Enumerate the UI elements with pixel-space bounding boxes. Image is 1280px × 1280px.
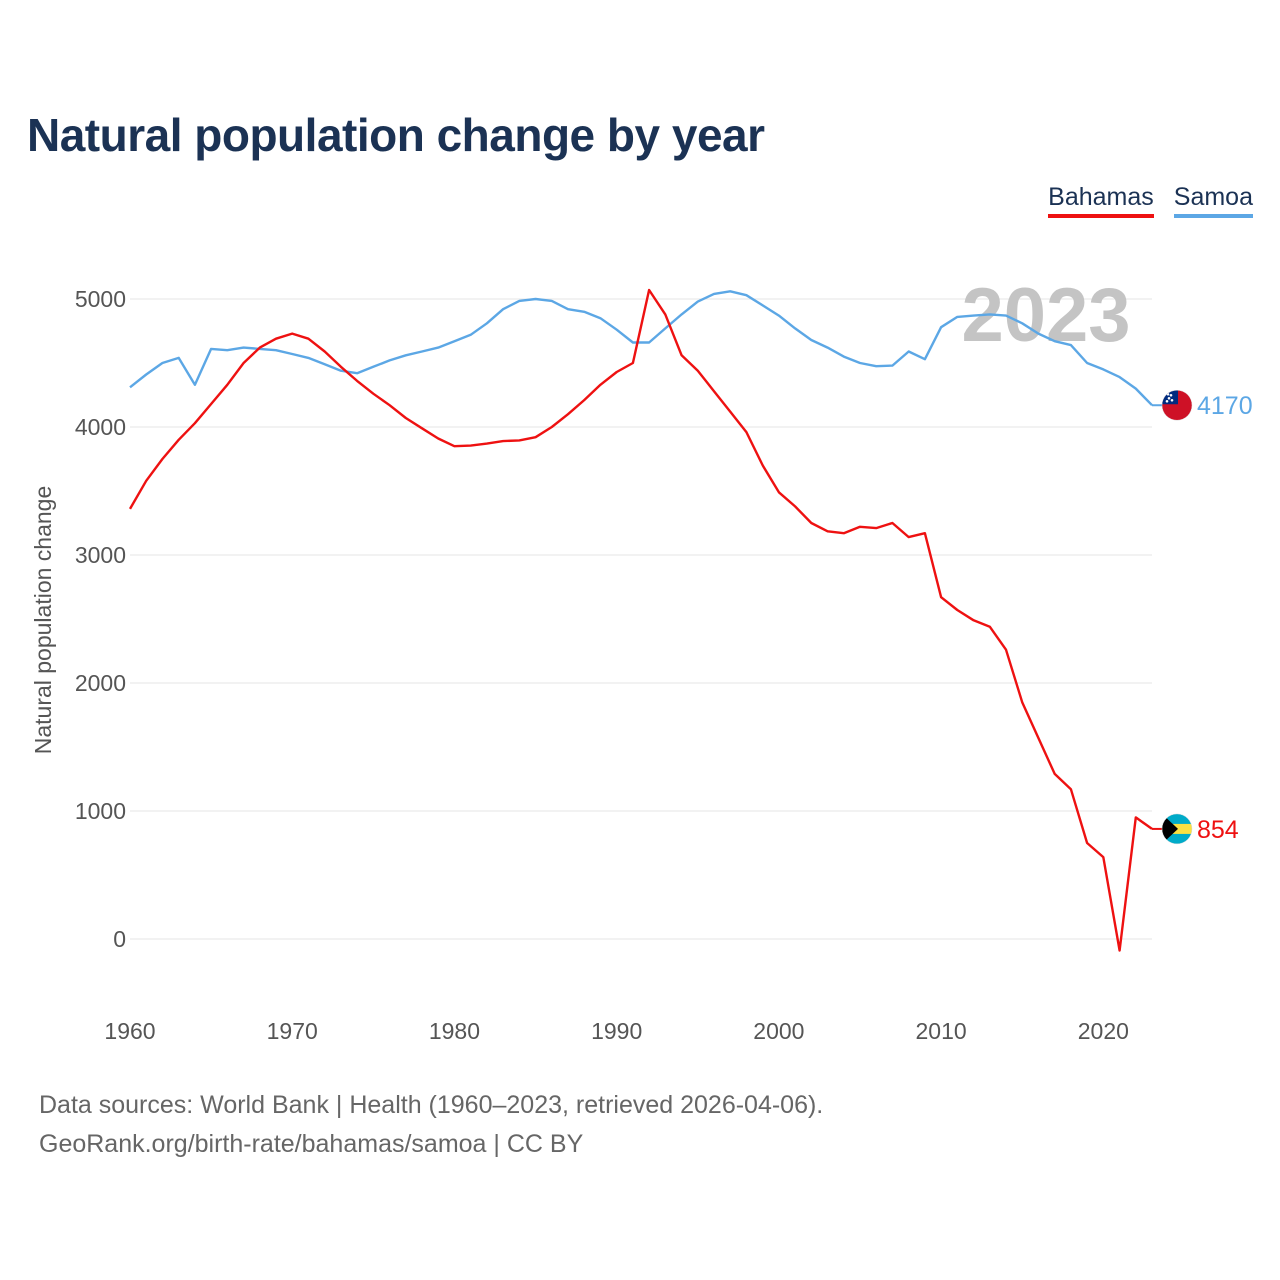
flag-samoa-icon [1161, 389, 1193, 421]
chart-title: Natural population change by year [27, 109, 765, 161]
x-tick-label: 2000 [753, 1018, 804, 1044]
x-tick-label: 1990 [591, 1018, 642, 1044]
x-tick-label: 1980 [429, 1018, 480, 1044]
line-chart: 0 1000 2000 3000 4000 5000 1960 1970 1980 1990 20… [30, 273, 1253, 1044]
gridlines [130, 298, 1152, 940]
legend-item-bahamas[interactable]: Bahamas [1048, 183, 1154, 218]
y-axis-ticks: 0 1000 2000 3000 4000 5000 [75, 286, 126, 952]
y-tick-label: 5000 [75, 286, 126, 312]
y-tick-label: 1000 [75, 798, 126, 824]
end-value-label-bahamas: 854 [1197, 816, 1239, 844]
flag-bahamas-icon [1161, 813, 1193, 845]
legend-item-samoa[interactable]: Samoa [1173, 183, 1253, 218]
series-group [128, 288, 1153, 952]
footer-credit: GeoRank.org/birth-rate/bahamas/samoa | C… [39, 1130, 584, 1158]
x-tick-label: 1970 [267, 1018, 318, 1044]
footer-sources: Data sources: World Bank | Health (1960–… [39, 1091, 824, 1119]
x-tick-label: 2020 [1078, 1018, 1129, 1044]
y-tick-label: 0 [113, 926, 126, 952]
x-tick-label: 1960 [104, 1018, 155, 1044]
footer: Data sources: World Bank | Health (1960–… [39, 1086, 823, 1164]
y-tick-label: 4000 [75, 414, 126, 440]
y-axis-label: Natural population change [30, 486, 56, 755]
x-axis-ticks: 1960 1970 1980 1990 2000 2010 2020 [104, 1018, 1129, 1044]
x-tick-label: 2010 [916, 1018, 967, 1044]
y-tick-label: 2000 [75, 670, 126, 696]
series-line-samoa[interactable] [129, 290, 1153, 407]
legend: Bahamas Samoa [1048, 183, 1253, 218]
series-line-bahamas[interactable] [128, 288, 1153, 952]
y-tick-label: 3000 [75, 542, 126, 568]
series-end-markers: 854 4170 [1152, 389, 1253, 845]
end-value-label-samoa: 4170 [1197, 392, 1253, 420]
